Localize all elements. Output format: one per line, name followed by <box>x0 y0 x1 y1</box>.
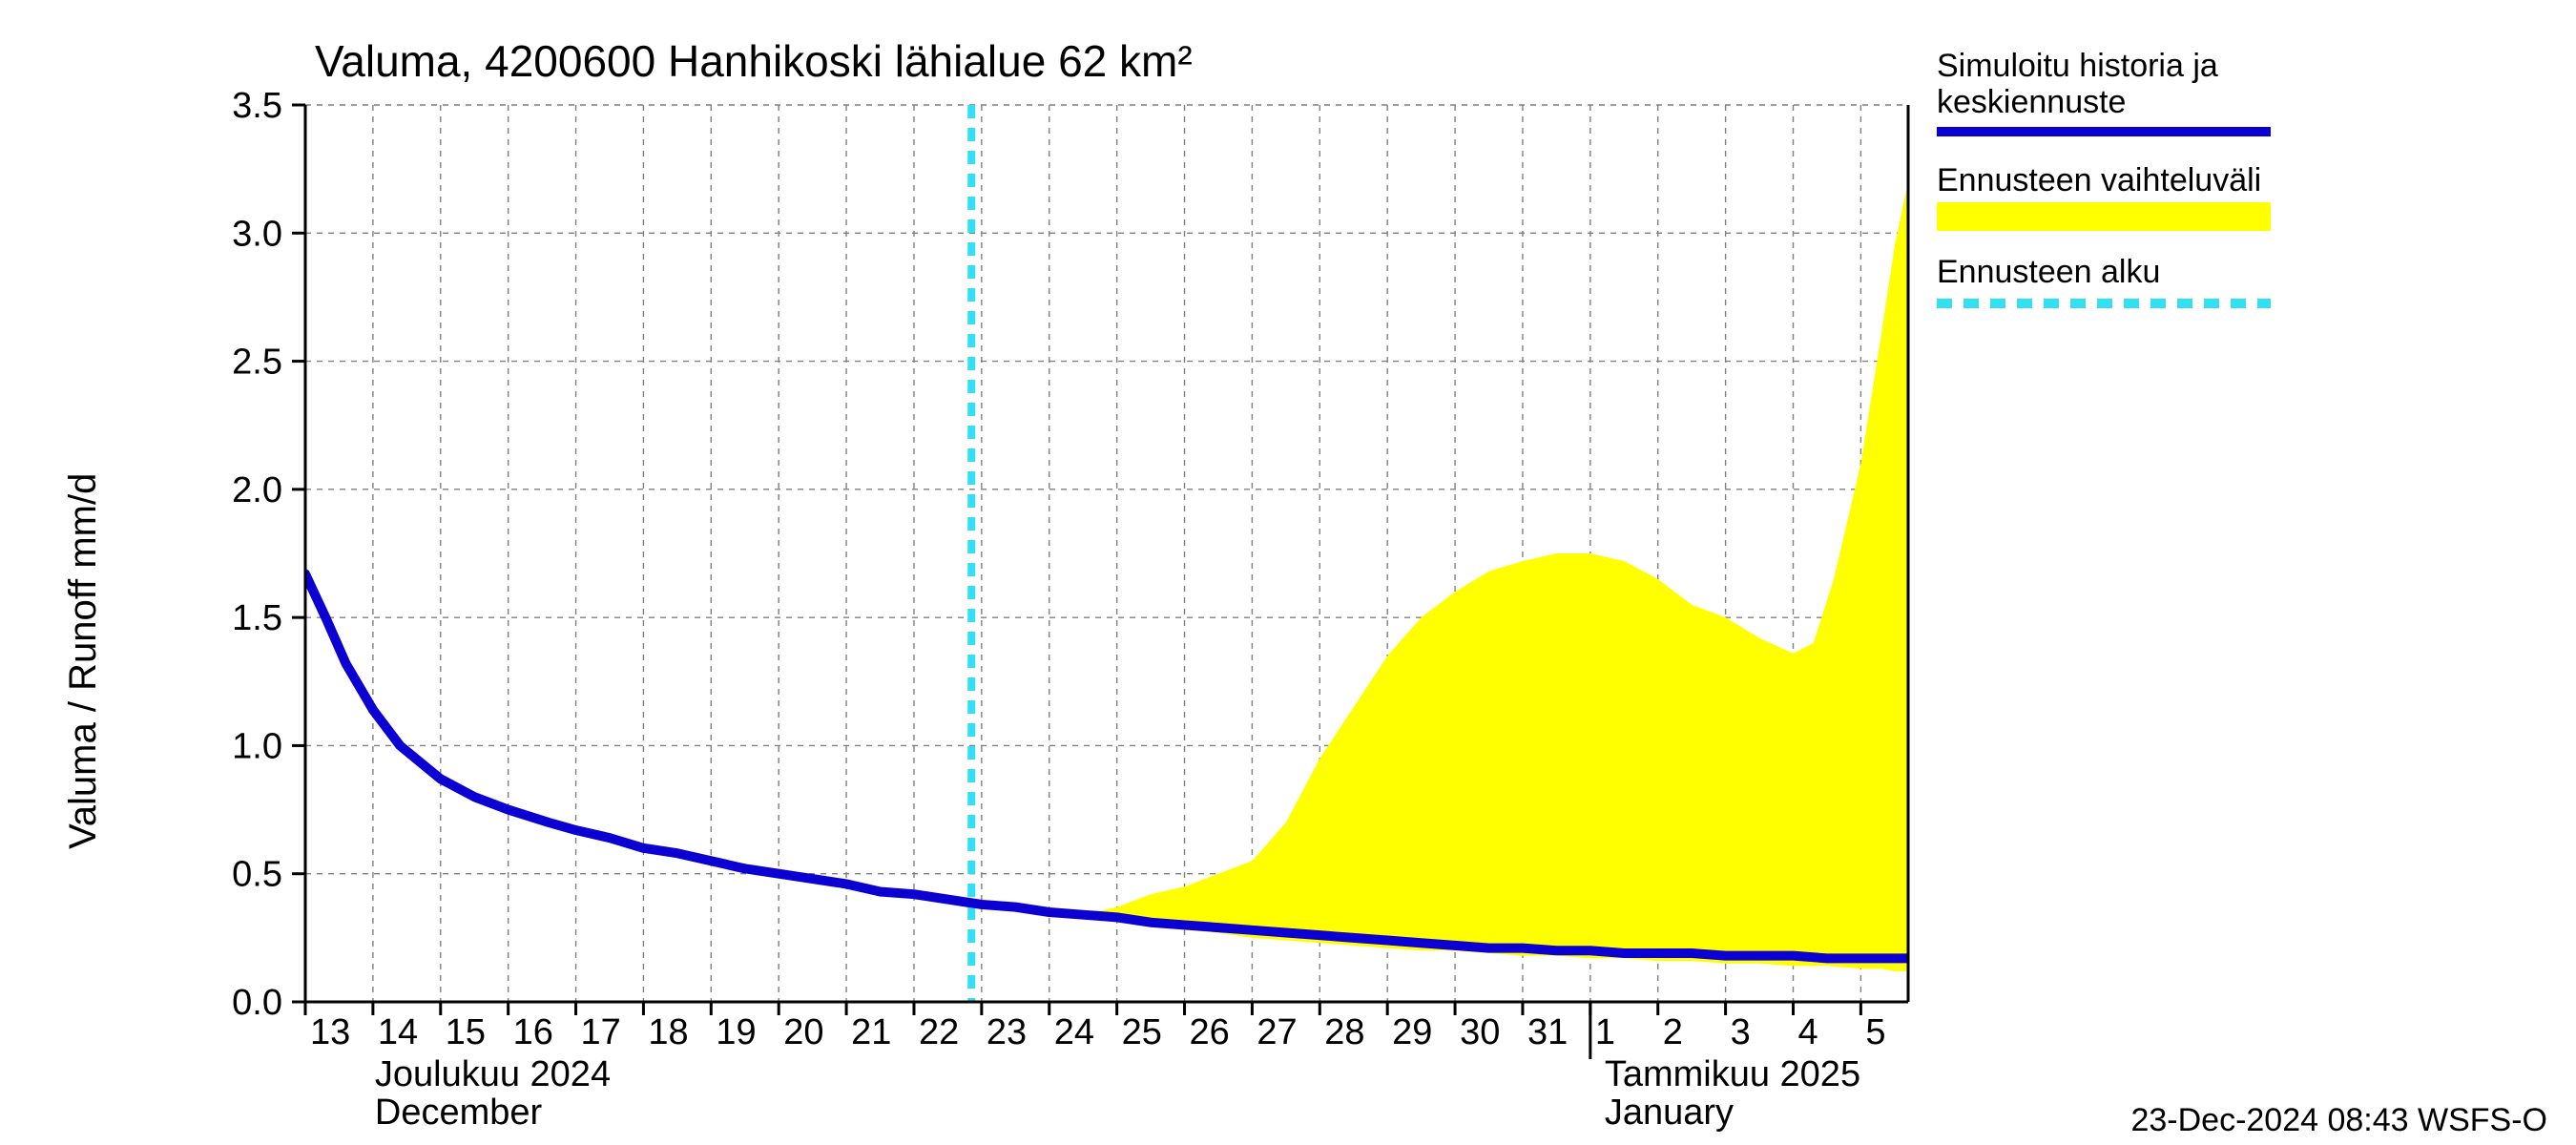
legend-label: keskiennuste <box>1937 84 2126 120</box>
month-right-en: January <box>1605 1093 1734 1133</box>
x-tick-label: 3 <box>1731 1012 1751 1052</box>
x-tick-label: 2 <box>1663 1012 1683 1052</box>
x-tick-label: 13 <box>310 1012 350 1052</box>
x-tick-label: 27 <box>1257 1012 1297 1052</box>
month-left-en: December <box>375 1093 543 1133</box>
legend-label: Ennusteen vaihteluväli <box>1937 162 2261 198</box>
legend-label: Simuloitu historia ja <box>1937 48 2218 84</box>
footer-timestamp: 23-Dec-2024 08:43 WSFS-O <box>2130 1102 2547 1138</box>
y-tick-label: 0.0 <box>232 983 282 1023</box>
x-tick-label: 4 <box>1797 1012 1818 1052</box>
legend-label: Ennusteen alku <box>1937 254 2160 290</box>
x-tick-label: 1 <box>1595 1012 1615 1052</box>
x-tick-label: 17 <box>581 1012 621 1052</box>
chart-svg: 0.00.51.01.52.02.53.03.51314151617181920… <box>0 0 2576 1145</box>
x-tick-label: 25 <box>1122 1012 1162 1052</box>
x-tick-label: 5 <box>1865 1012 1885 1052</box>
x-tick-label: 20 <box>783 1012 823 1052</box>
x-tick-label: 29 <box>1392 1012 1432 1052</box>
x-tick-label: 30 <box>1460 1012 1500 1052</box>
x-tick-label: 24 <box>1054 1012 1094 1052</box>
x-tick-label: 15 <box>446 1012 486 1052</box>
month-left-fi: Joulukuu 2024 <box>375 1054 611 1094</box>
x-tick-label: 21 <box>851 1012 891 1052</box>
x-tick-label: 19 <box>716 1012 756 1052</box>
runoff-forecast-chart: 0.00.51.01.52.02.53.03.51314151617181920… <box>0 0 2576 1145</box>
month-right-fi: Tammikuu 2025 <box>1605 1054 1860 1094</box>
x-tick-label: 18 <box>648 1012 688 1052</box>
x-tick-label: 28 <box>1324 1012 1364 1052</box>
x-tick-label: 22 <box>919 1012 959 1052</box>
y-tick-label: 1.0 <box>232 726 282 766</box>
x-tick-label: 16 <box>513 1012 553 1052</box>
y-tick-label: 0.5 <box>232 855 282 895</box>
x-tick-label: 23 <box>987 1012 1027 1052</box>
legend-swatch-band <box>1937 202 2271 231</box>
y-tick-label: 3.0 <box>232 214 282 254</box>
y-axis-label: Valuma / Runoff mm/d <box>62 473 104 849</box>
x-tick-label: 31 <box>1527 1012 1568 1052</box>
y-tick-label: 1.5 <box>232 598 282 638</box>
x-tick-label: 14 <box>378 1012 418 1052</box>
chart-title: Valuma, 4200600 Hanhikoski lähialue 62 k… <box>315 36 1193 86</box>
y-tick-label: 2.5 <box>232 343 282 383</box>
x-tick-label: 26 <box>1190 1012 1230 1052</box>
y-tick-label: 2.0 <box>232 470 282 510</box>
y-tick-label: 3.5 <box>232 86 282 126</box>
